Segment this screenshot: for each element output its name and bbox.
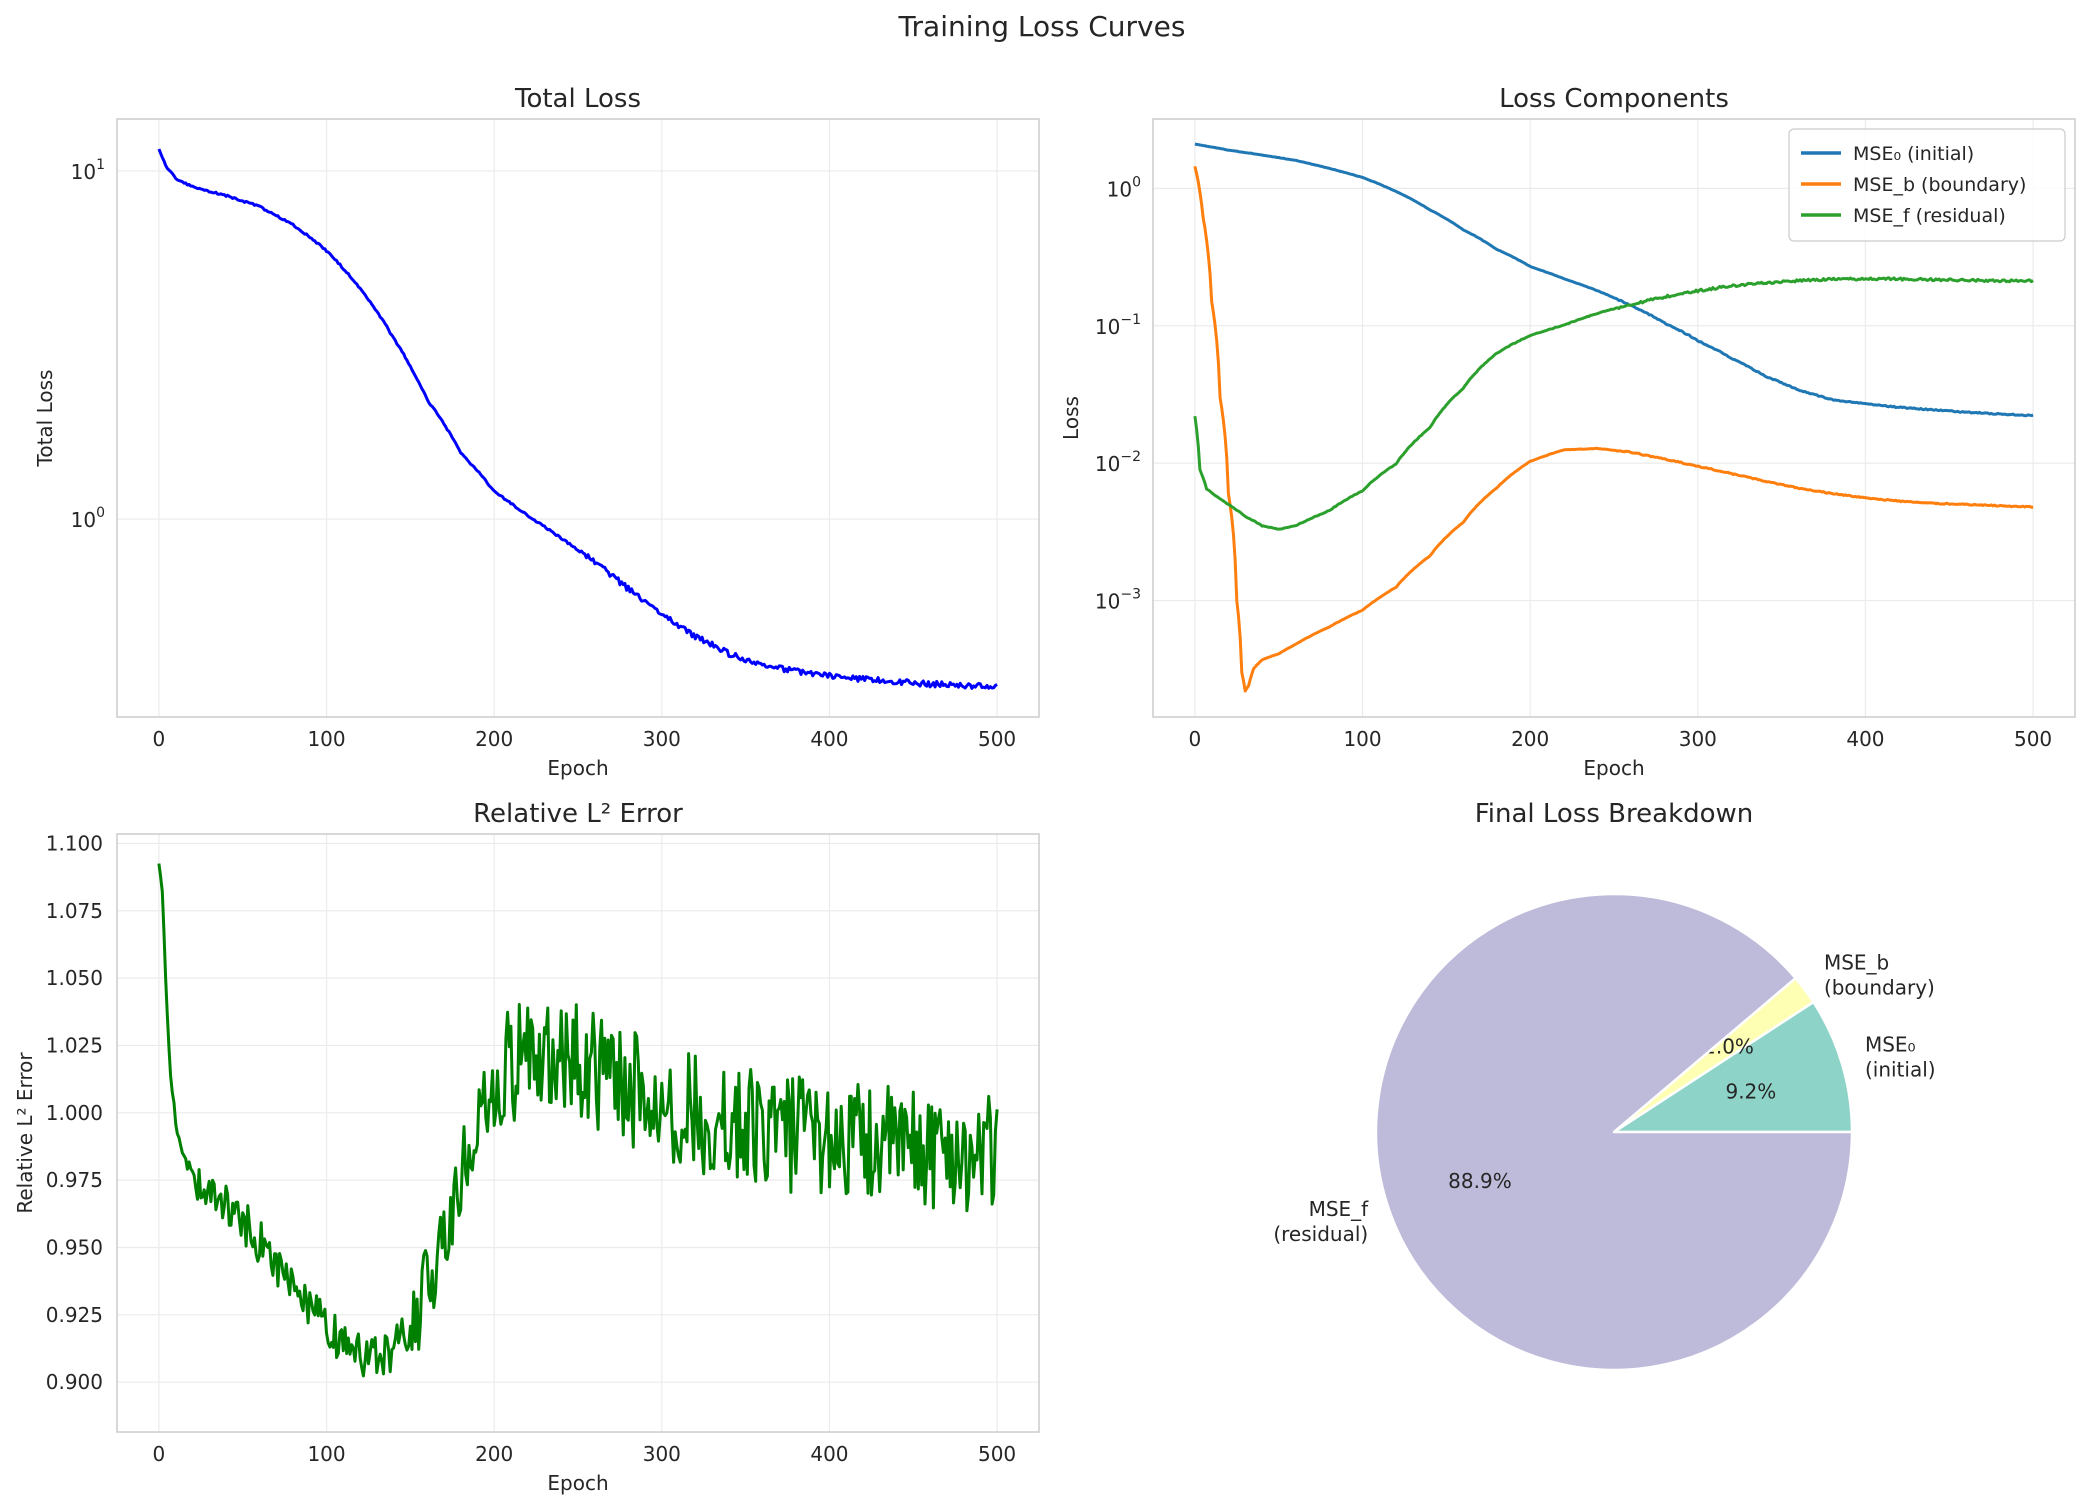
x-axis-label: Epoch [547, 1471, 608, 1495]
series-line [157, 148, 998, 690]
y-tick-label: 0.900 [46, 1370, 103, 1394]
axes-frame [116, 833, 1040, 1433]
y-tick-label: 0.925 [46, 1303, 103, 1327]
y-tick-label: 1.025 [46, 1033, 103, 1057]
y-tick-label: 1.050 [46, 966, 103, 990]
pie-percent-label: 9.2% [1725, 1079, 1776, 1103]
x-tick-label: 400 [810, 727, 848, 751]
y-tick-label: 10−1 [1095, 312, 1141, 339]
x-tick-label: 100 [307, 1442, 345, 1466]
x-tick-label: 300 [643, 1442, 681, 1466]
y-tick-label: 1.000 [46, 1101, 103, 1125]
y-tick-label: 101 [71, 157, 105, 184]
x-axis-label: Epoch [1583, 756, 1644, 780]
y-axis-label: Total Loss [33, 370, 57, 468]
x-tick-label: 200 [1511, 727, 1549, 751]
y-tick-label: 10−3 [1095, 587, 1141, 614]
y-tick-label: 1.100 [46, 831, 103, 855]
subplot-title: Relative L² Error [473, 799, 683, 829]
legend-entry: MSE₀ (initial) [1853, 143, 1974, 165]
pie-label: MSE₀ [1865, 1032, 1916, 1056]
x-tick-label: 0 [1189, 727, 1202, 751]
pie-label-sub: (boundary) [1824, 976, 1935, 1000]
x-tick-label: 0 [153, 727, 166, 751]
series-line [1193, 165, 2034, 693]
legend [1788, 128, 2066, 242]
x-tick-label: 300 [643, 727, 681, 751]
legend-entry: MSE_f (residual) [1853, 205, 2006, 227]
loss-components-panel: 0 100 200 300 400 500 100 10−1 10−2 10−3 Loss Comp… [1059, 84, 2076, 780]
x-tick-label: 500 [2014, 727, 2052, 751]
x-tick-label: 200 [475, 727, 513, 751]
final-loss-breakdown-panel: Final Loss Breakdown9.2%MSE₀(initial)2.0… [1273, 799, 1936, 1372]
subplot-title: Loss Components [1499, 84, 1729, 114]
pie-percent-label: 88.9% [1448, 1169, 1512, 1193]
y-tick-label: 100 [71, 505, 105, 532]
figure-title: Training Loss Curves [898, 10, 1186, 43]
x-tick-label: 0 [153, 1442, 166, 1466]
subplot-title: Final Loss Breakdown [1475, 799, 1754, 829]
total-loss-panel: 0 100 200 300 400 500 101 100 Total Loss Epoch Tot… [33, 84, 1040, 780]
x-tick-label: 500 [978, 1442, 1016, 1466]
x-tick-label: 300 [1679, 727, 1717, 751]
x-tick-label: 100 [1343, 727, 1381, 751]
y-tick-label: 0.975 [46, 1168, 103, 1192]
x-tick-label: 500 [978, 727, 1016, 751]
plot-area [117, 119, 1039, 717]
pie-label-sub: (residual) [1273, 1222, 1368, 1246]
pie-label-sub: (initial) [1865, 1057, 1936, 1081]
x-tick-label: 200 [475, 1442, 513, 1466]
series-line [157, 863, 999, 1378]
y-tick-label: 0.950 [46, 1235, 103, 1259]
axes-frame [1152, 118, 2076, 718]
x-tick-label: 400 [810, 1442, 848, 1466]
y-tick-label: 100 [1107, 174, 1141, 201]
y-tick-label: 10−2 [1095, 449, 1141, 476]
y-axis-label: Relative L² Error [13, 1052, 37, 1214]
y-axis-label: Loss [1059, 396, 1083, 440]
series-line [1193, 276, 2034, 531]
x-tick-label: 400 [1846, 727, 1884, 751]
pie-slice [1612, 1000, 1854, 1134]
axes-frame [116, 118, 1040, 718]
y-tick-label: 1.075 [46, 899, 103, 923]
subplot-title: Total Loss [514, 84, 641, 114]
x-axis-label: Epoch [547, 756, 608, 780]
legend-entry: MSE_b (boundary) [1853, 174, 2026, 196]
pie-label: MSE_f [1309, 1197, 1370, 1221]
pie-label: MSE_b [1824, 951, 1889, 975]
x-tick-label: 100 [307, 727, 345, 751]
series-line [1194, 142, 2034, 418]
relative-l2-error-panel: 0 100 200 300 400 500 0.900 0.925 0.950 0.975 1.00… [13, 799, 1040, 1495]
pie-slice [1374, 892, 1854, 1372]
